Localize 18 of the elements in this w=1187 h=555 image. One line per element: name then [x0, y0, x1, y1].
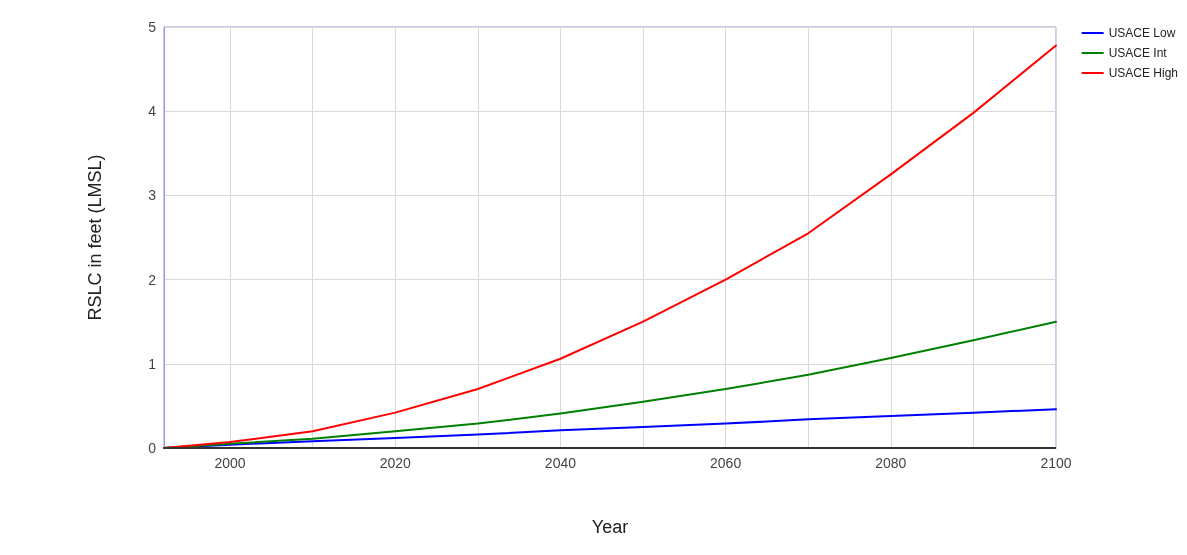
- legend-label: USACE Int: [1108, 46, 1168, 60]
- legend-label: USACE Low: [1108, 26, 1176, 40]
- y-tick-label: 3: [148, 187, 157, 204]
- x-tick-label: 2100: [1040, 455, 1072, 471]
- y-axis-title: RSLC in feet (LMSL): [85, 154, 105, 321]
- y-tick-label: 0: [148, 440, 157, 456]
- x-tick-label: 2040: [544, 455, 577, 471]
- x-tick-label: 2080: [875, 455, 907, 471]
- x-tick-label: 2020: [379, 455, 412, 471]
- legend-label: USACE High: [1108, 66, 1178, 80]
- x-tick-label: 2000: [214, 455, 246, 471]
- x-axis-title: Year: [591, 517, 629, 537]
- x-tick-label: 2060: [710, 455, 742, 471]
- y-tick-label: 1: [148, 355, 157, 372]
- y-tick-label: 4: [148, 103, 157, 120]
- y-tick-label: 2: [148, 271, 157, 288]
- line-series: [163, 44, 1057, 449]
- y-tick-label: 5: [148, 19, 157, 35]
